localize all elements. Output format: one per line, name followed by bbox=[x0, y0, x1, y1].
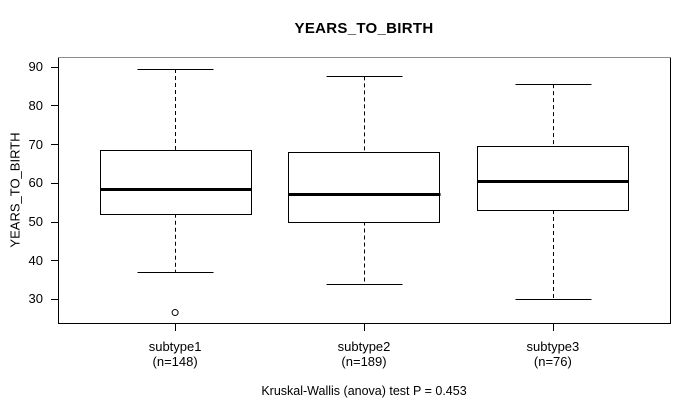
y-tick-label: 30 bbox=[28, 291, 43, 307]
chart-title: YEARS_TO_BIRTH bbox=[294, 20, 434, 37]
group-name: subtype3 bbox=[526, 339, 580, 354]
y-tick-label: 40 bbox=[28, 252, 43, 268]
y-tick-label: 60 bbox=[28, 175, 43, 191]
iqr-box bbox=[100, 150, 252, 215]
outlier-point bbox=[171, 309, 179, 317]
y-tick-label: 80 bbox=[28, 97, 43, 113]
group-label-subtype2: subtype2 (n=189) bbox=[338, 339, 391, 369]
group-name: subtype1 bbox=[148, 339, 202, 354]
y-tick-label: 50 bbox=[28, 214, 43, 230]
group-label-subtype3: subtype3 (n=76) bbox=[526, 339, 579, 369]
y-tick-label: 70 bbox=[28, 136, 43, 152]
stats-caption: Kruskal-Wallis (anova) test P = 0.453 bbox=[261, 384, 467, 398]
iqr-box bbox=[288, 152, 440, 223]
group-count: (n=76) bbox=[533, 354, 572, 369]
iqr-box bbox=[477, 146, 629, 211]
group-count: (n=189) bbox=[341, 354, 387, 369]
group-name: subtype2 bbox=[337, 339, 391, 354]
group-label-subtype1: subtype1 (n=148) bbox=[149, 339, 202, 369]
y-tick-label: 90 bbox=[28, 59, 43, 75]
group-count: (n=148) bbox=[152, 354, 198, 369]
